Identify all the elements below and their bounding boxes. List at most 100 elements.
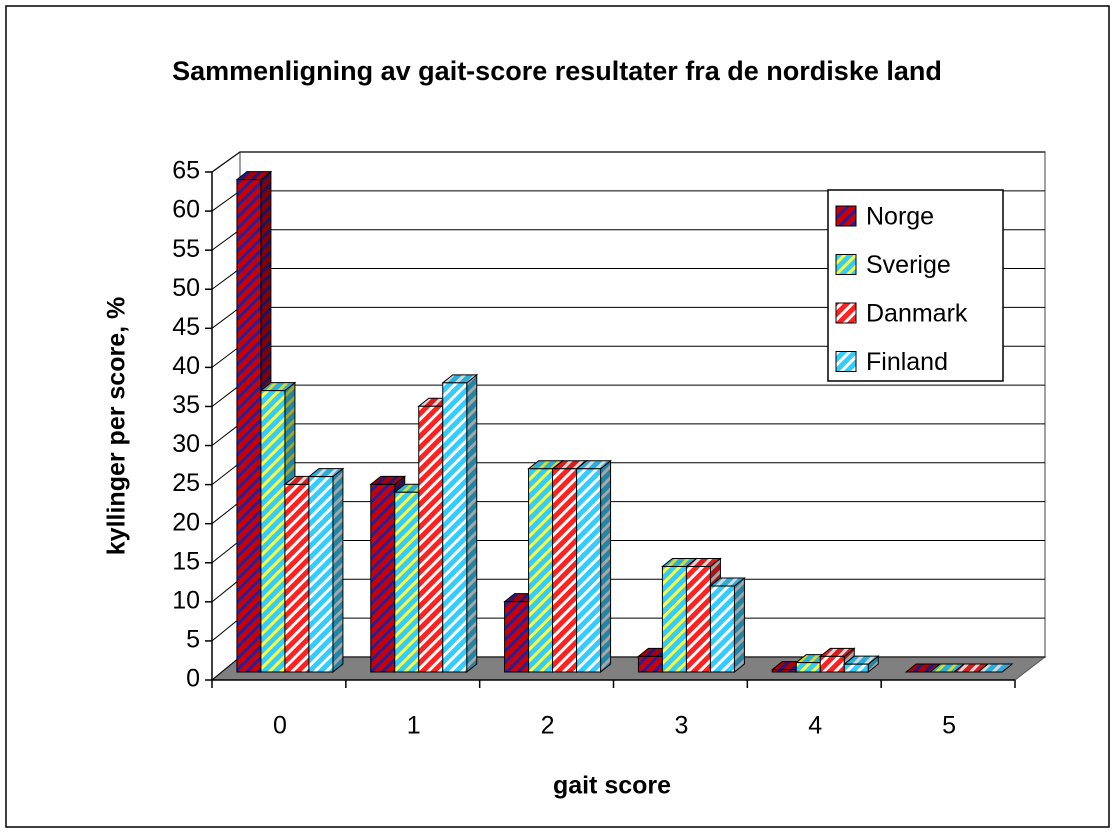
grid-line-side [211,151,241,173]
bar-front [370,483,396,673]
bar-front [394,491,420,673]
bar-front [795,662,821,673]
x-axis-label: gait score [553,772,671,800]
bar-top-shade [528,460,563,469]
bar-top-shade [844,656,879,665]
grid-line-side [211,617,241,642]
grid-line-side [211,501,241,525]
bar-top-shade [954,664,989,672]
x-tick-label: 0 [273,712,287,740]
grid-line-side [211,345,241,368]
bar-front [637,655,663,673]
bar-side-shade [332,468,343,672]
grid-line-side [211,384,241,407]
bar-front [843,663,869,673]
plot-area [211,151,1045,681]
bar-top-shade [662,558,697,567]
y-tick-label: 40 [172,352,200,380]
bar [928,663,966,673]
y-tick-label: 60 [172,196,200,224]
x-tick-label: 4 [808,712,822,740]
bar-front [308,476,334,673]
bar-top-shade [820,648,855,657]
x-tick-label: 2 [541,712,555,740]
bar-top-shade [370,476,405,485]
bar-front [236,179,262,673]
bar-top [976,663,1014,673]
legend-swatch [835,254,857,275]
bar-front [576,468,602,673]
bar-top-shade [260,382,295,391]
bar-front [685,565,711,673]
bar-top-shade [442,374,477,383]
bar-front [528,468,554,673]
bar-top-shade [236,171,271,180]
grid-line-side [211,656,241,681]
bar-front [260,390,286,673]
bar-side-shade [466,374,477,672]
grid-line-side [211,268,241,290]
bar [904,663,942,673]
x-tick-label: 3 [674,712,688,740]
grid-line-side [211,462,241,486]
chart-title: Sammenligning av gait-score resultater f… [172,56,942,86]
y-tick-label: 20 [172,508,200,536]
bar [575,459,613,674]
y-tick-label: 10 [172,586,200,614]
grid-line-side [211,190,241,212]
x-tick-label: 5 [942,712,956,740]
bar-front [819,655,845,673]
grid-line-side [211,306,241,329]
legend-label: Danmark [866,300,968,328]
bar [441,373,479,674]
legend-label: Norge [866,203,934,231]
bar [708,576,746,674]
bar [307,467,345,674]
bar-front [661,565,687,673]
bar-top-shade [978,664,1013,672]
bar-front [504,601,530,673]
y-tick-label: 35 [172,391,200,419]
bar-side-shade [868,656,879,672]
y-tick-label: 45 [172,313,200,341]
grid-line-side [211,578,241,603]
bar [842,655,880,674]
y-tick-label: 25 [172,469,200,497]
y-tick-label: 65 [172,157,200,185]
bar-side-shade [600,460,611,672]
bar-front [418,405,444,673]
y-tick-label: 5 [186,626,200,654]
bar-front [709,585,735,673]
bar-top-shade [930,664,965,672]
y-axis-label: kyllinger per score, % [103,297,131,555]
bar [976,663,1014,673]
bar-top-shade [710,578,745,587]
bar-front [442,382,468,673]
bar-top-shade [576,460,611,469]
bar-side-shade [734,578,745,672]
y-tick-label: 50 [172,274,200,302]
legend-box [827,189,1004,382]
bar-front [284,483,310,673]
legend-label: Finland [866,348,948,376]
y-tick-label: 30 [172,430,200,458]
grid-line-side [211,229,241,251]
bar-top-shade [906,664,941,672]
bar-front [552,468,578,673]
legend-swatch [835,205,857,227]
bar-top-shade [686,558,721,567]
bar-front [771,669,797,673]
legend-swatch [835,302,857,324]
y-tick-label: 0 [186,665,200,693]
bar-top-shade [552,460,587,469]
legend-swatch [835,351,857,372]
bar-top-shade [308,468,343,477]
grid-line-side [211,540,241,564]
legend-label: Sverige [866,251,951,279]
y-tick-label: 55 [172,235,200,263]
x-tick-label: 1 [407,712,421,740]
grid-line-side [211,423,241,446]
y-tick-label: 15 [172,547,200,575]
